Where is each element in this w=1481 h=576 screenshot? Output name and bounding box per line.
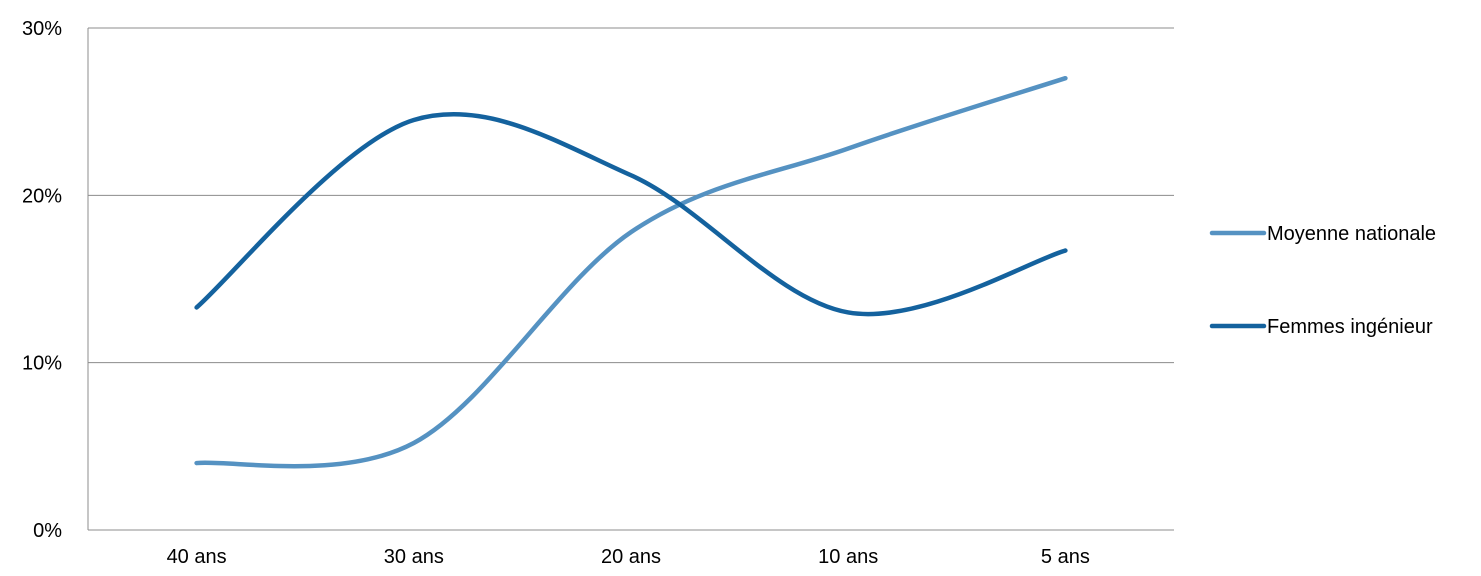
- series-lines: [194, 75, 1068, 469]
- x-tick-label: 40 ans: [167, 546, 227, 568]
- gridlines: [88, 27, 1174, 364]
- legend: Moyenne nationale Femmes ingénieur: [1209, 223, 1436, 338]
- axes: [87, 28, 1174, 531]
- x-tick-label: 20 ans: [601, 546, 661, 568]
- legend-label: Moyenne nationale: [1267, 223, 1436, 245]
- x-tick-label: 10 ans: [818, 546, 878, 568]
- x-tick-label: 5 ans: [1041, 546, 1090, 568]
- y-tick-label: 30%: [22, 18, 62, 40]
- x-tick-label: 30 ans: [384, 546, 444, 568]
- series-line-2: [194, 111, 1068, 317]
- y-tick-labels: 0% 10% 20% 30%: [22, 18, 62, 542]
- y-tick-label: 0%: [33, 520, 62, 542]
- y-tick-label: 10%: [22, 353, 62, 375]
- legend-label: Femmes ingénieur: [1267, 316, 1433, 338]
- series-line-1: [194, 75, 1068, 469]
- x-tick-labels: 40 ans 30 ans 20 ans 10 ans 5 ans: [167, 546, 1090, 568]
- y-tick-label: 20%: [22, 185, 62, 207]
